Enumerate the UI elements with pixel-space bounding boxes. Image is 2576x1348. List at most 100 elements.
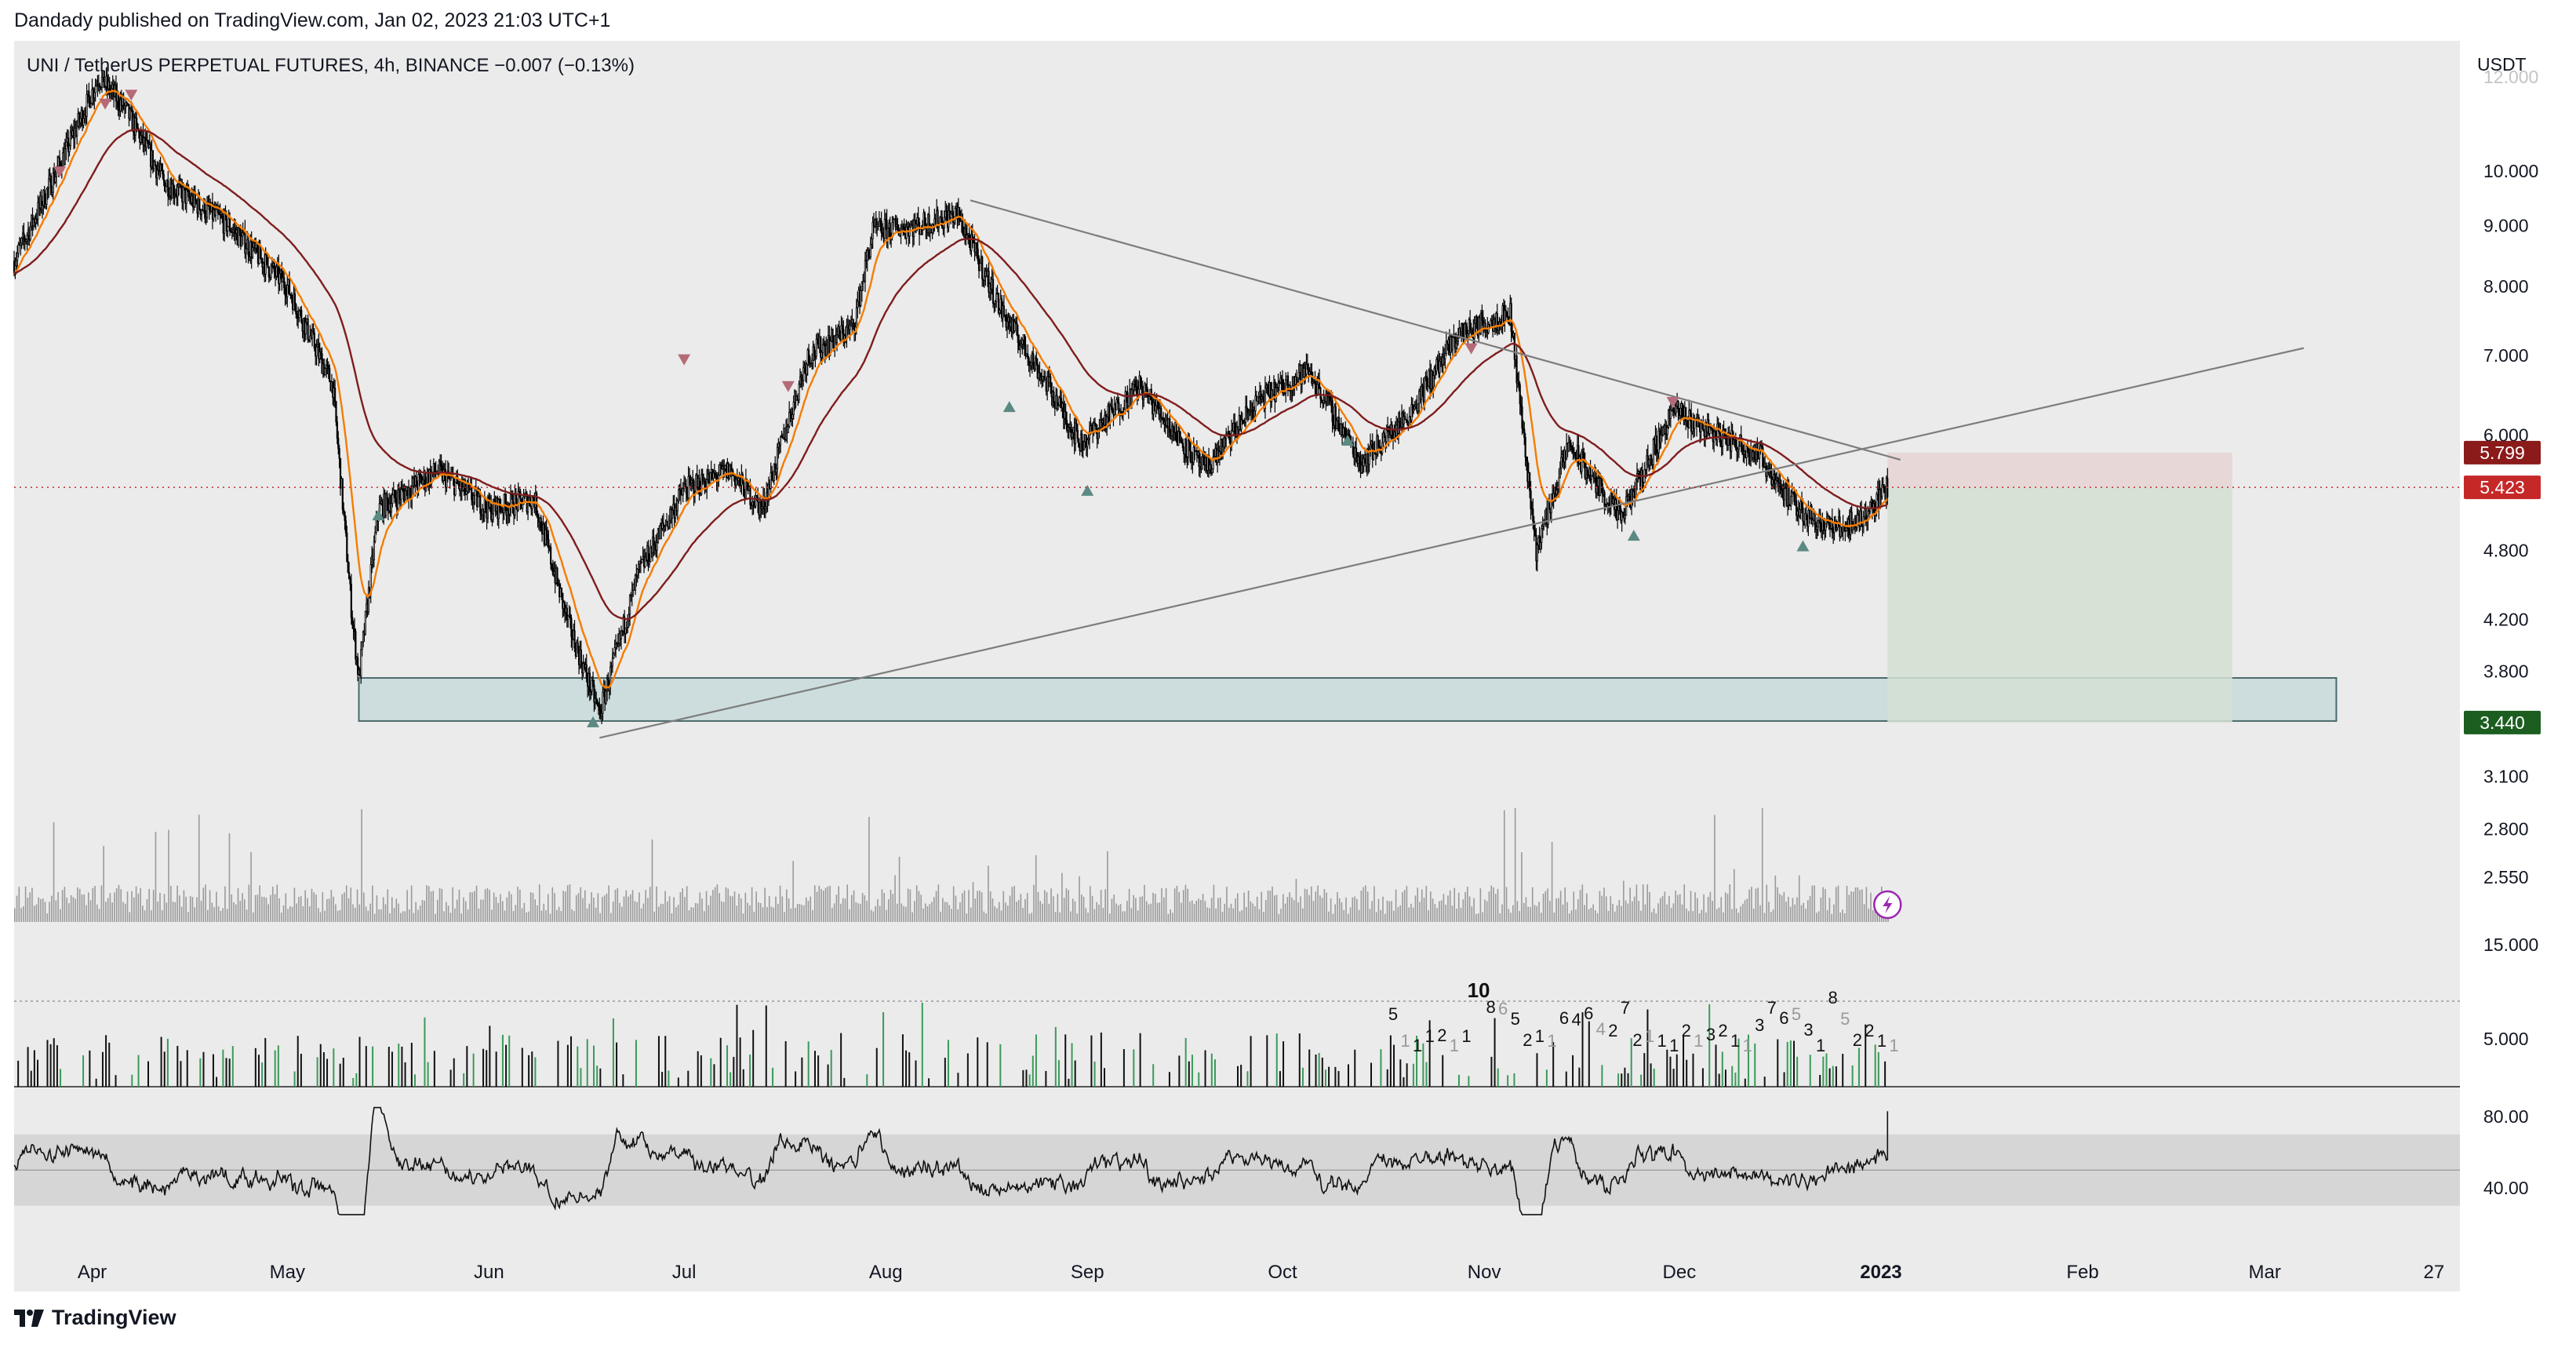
volume-bar <box>747 902 748 922</box>
volume-bar <box>1670 908 1672 922</box>
volume-bar <box>1629 887 1631 922</box>
candle-body <box>593 684 595 703</box>
volume-bar <box>753 911 755 922</box>
candle-body <box>1146 386 1148 395</box>
volume-bar <box>1497 889 1499 922</box>
volume-bar <box>983 911 985 922</box>
volume-bar <box>1091 895 1093 922</box>
price-axis[interactable] <box>2460 41 2576 1292</box>
volume-bar <box>437 899 438 922</box>
volume-bar <box>682 888 683 922</box>
volume-bar <box>1093 909 1096 922</box>
volume-bar <box>926 905 929 922</box>
trendline-ascending[interactable] <box>599 347 2305 739</box>
volume-bar <box>850 894 853 922</box>
candle-body <box>988 271 990 293</box>
candle-body <box>560 588 563 594</box>
stop-price-label[interactable]: 5.799 <box>2480 443 2525 463</box>
trendline-descending[interactable] <box>970 199 1901 461</box>
candle-body <box>218 212 220 215</box>
volume-bar <box>529 892 532 922</box>
candle-body <box>267 257 269 268</box>
sequence-count-label: 6 <box>1584 1004 1593 1023</box>
volume-bar <box>1746 898 1748 922</box>
position-risk-zone[interactable] <box>1887 452 2232 488</box>
volume-bar <box>749 905 751 922</box>
volume-bar <box>1193 904 1195 922</box>
candle-body <box>701 474 704 484</box>
pane2-bar <box>908 1052 911 1087</box>
volume-bar <box>438 887 441 922</box>
sell-signal-marker <box>678 354 691 366</box>
candle-body <box>1097 428 1100 439</box>
candle-body <box>360 649 362 677</box>
pane2-bar <box>577 1046 579 1087</box>
volume-bar <box>1228 907 1230 922</box>
volume-bar <box>844 898 846 922</box>
volume-bar <box>1505 887 1508 922</box>
pane2-bar <box>482 1048 485 1087</box>
pane2-bar <box>570 1036 573 1087</box>
candle-body <box>1002 305 1005 315</box>
candle-body <box>1032 352 1035 365</box>
volume-bar <box>1679 894 1681 922</box>
candle-body <box>806 364 808 375</box>
volume-bar <box>289 906 291 922</box>
candle-body <box>49 175 53 195</box>
candle-body <box>764 506 766 509</box>
candle-body <box>810 363 812 365</box>
volume-bar <box>719 893 720 922</box>
position-profit-zone[interactable] <box>1887 487 2232 723</box>
volume-bar <box>337 910 339 922</box>
volume-bar <box>191 897 194 922</box>
candle-body <box>497 499 500 519</box>
volume-bar <box>1321 898 1323 922</box>
candle-body <box>1567 442 1570 452</box>
volume-bar <box>998 902 1000 922</box>
candle-body <box>682 488 684 496</box>
volume-bar <box>1209 908 1210 922</box>
volume-bar <box>1187 888 1189 922</box>
volume-bar <box>148 889 150 922</box>
volume-bar <box>222 908 224 922</box>
volume-bar <box>799 903 801 922</box>
candle-body <box>791 414 794 419</box>
volume-bar <box>803 905 805 922</box>
candle-body <box>1807 510 1810 527</box>
volume-bar <box>909 889 911 922</box>
volume-bar <box>217 906 220 922</box>
candle-body <box>897 224 899 232</box>
volume-bar <box>1395 889 1397 922</box>
candle-body <box>1115 399 1118 410</box>
candle-body <box>1708 419 1710 434</box>
candle-body <box>894 218 897 228</box>
tradingview-brand[interactable]: TradingView <box>14 1306 176 1330</box>
volume-bar <box>406 890 408 922</box>
candle-body <box>185 189 187 204</box>
candle-body <box>1526 460 1529 483</box>
target-price-label[interactable]: 3.440 <box>2480 712 2525 733</box>
candle-body <box>1122 411 1124 414</box>
last-price-label[interactable]: 5.423 <box>2480 477 2525 497</box>
volume-bar <box>1352 897 1354 922</box>
volume-bar <box>1135 898 1137 922</box>
volume-bar <box>657 906 660 922</box>
candle-body <box>86 93 88 117</box>
candle-body <box>1475 315 1478 322</box>
volume-bar <box>174 902 176 922</box>
volume-bar <box>304 890 307 922</box>
candle-body <box>1825 521 1828 524</box>
candle-body <box>352 625 355 629</box>
candle-body <box>1681 403 1684 418</box>
volume-bar <box>727 888 730 922</box>
volume-bar <box>1210 898 1213 922</box>
volume-bar <box>751 887 753 922</box>
candle-body <box>440 464 442 467</box>
volume-bar <box>452 887 453 922</box>
candle-body <box>1319 387 1322 399</box>
pane2-bar <box>1783 1072 1785 1087</box>
sequence-count-label: 7 <box>1767 998 1777 1018</box>
candle-body <box>1297 377 1299 381</box>
candle-body <box>449 476 453 479</box>
